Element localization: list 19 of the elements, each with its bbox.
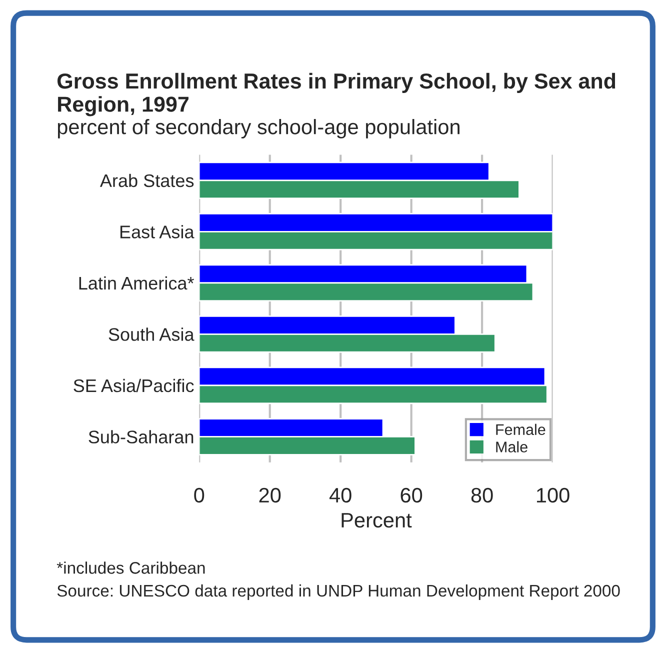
- legend-label: Female: [496, 424, 546, 436]
- x-tick-label: 100: [536, 488, 570, 503]
- chart-title: Gross Enrollment Rates in Primary School, by Sex and Region, 1997: [57, 72, 616, 116]
- text: *includes Caribbean: [56, 562, 205, 574]
- x-tick-label: 40: [329, 488, 352, 503]
- y-tick-label: South Asia: [108, 328, 194, 341]
- y-tick-label: Arab States: [100, 174, 194, 188]
- x-tick-label: 20: [259, 488, 281, 503]
- x-axis-title: Percent: [342, 513, 412, 528]
- y-tick-label: East Asia: [120, 225, 194, 238]
- source-note: Source: UNESCO data reported in UNDP Human Development Report 2000: [57, 584, 620, 600]
- x-tick-label: 0: [194, 488, 204, 503]
- chart-subtitle: percent of secondary school-age population: [58, 119, 460, 138]
- y-tick-label: SE Asia/Pacific: [74, 378, 194, 392]
- x-tick-label: 60: [400, 488, 422, 503]
- legend-label: Male: [496, 441, 528, 452]
- x-tick-label: 80: [471, 488, 493, 503]
- y-tick-label: Latin America*: [79, 276, 194, 290]
- y-tick-label: Sub-Saharan: [88, 430, 194, 444]
